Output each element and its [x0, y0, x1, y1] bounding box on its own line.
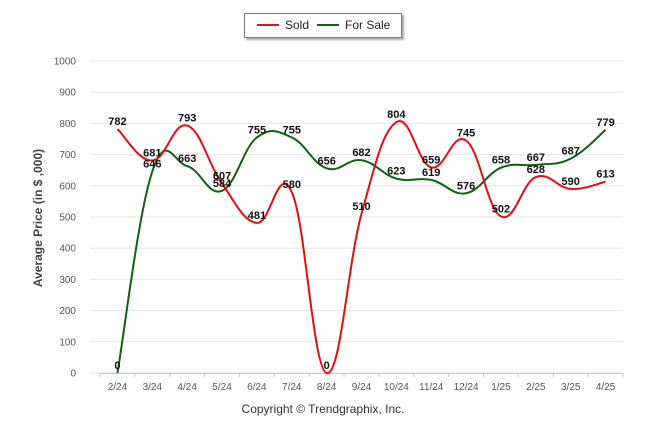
data-label-for-sale: 646: [143, 158, 161, 170]
data-label-for-sale: 576: [457, 180, 475, 192]
legend: Sold For Sale: [244, 13, 402, 38]
data-label-sold: 502: [492, 203, 510, 215]
data-label-sold: 804: [387, 109, 406, 121]
data-label-for-sale: 656: [317, 155, 335, 167]
data-label-for-sale: 682: [352, 147, 370, 159]
x-tick-label: 2/25: [526, 382, 546, 393]
y-tick-label: 100: [59, 337, 76, 348]
copyright-text: Copyright © Trendgraphix, Inc.: [241, 402, 405, 416]
legend-item-for-sale[interactable]: For Sale: [317, 18, 390, 32]
series-line-for-sale: [116, 129, 607, 374]
x-tick-label: 12/24: [454, 382, 479, 393]
y-axis-ticks: 0 100 200 300 400 500 600 700 800 900 1000: [54, 57, 77, 380]
data-label-sold: 580: [283, 179, 301, 191]
x-tick-label: 1/25: [491, 382, 511, 393]
x-tick-label: 8/24: [317, 382, 337, 393]
x-tick-label: 5/24: [212, 382, 232, 393]
data-label-sold: 481: [248, 210, 266, 222]
y-tick-label: 500: [59, 213, 76, 224]
data-label-sold: 659: [422, 154, 440, 166]
x-tick-label: 9/24: [352, 382, 372, 393]
data-label-sold: 590: [562, 176, 580, 188]
y-tick-label: 400: [59, 244, 76, 255]
legend-swatch-sold: [257, 23, 279, 26]
y-tick-label: 0: [70, 369, 76, 380]
data-label-for-sale: 779: [596, 117, 614, 129]
x-tick-label: 3/24: [143, 382, 163, 393]
data-label-sold: 745: [457, 128, 475, 140]
x-tick-label: 11/24: [419, 382, 444, 393]
legend-label-for-sale: For Sale: [345, 18, 391, 32]
y-tick-label: 1000: [54, 57, 77, 68]
data-label-for-sale: 687: [562, 146, 580, 158]
data-label-for-sale: 623: [387, 166, 405, 178]
y-tick-label: 200: [59, 306, 76, 317]
data-labels: 782 681 793 607 481 580 0 510 804 659 745 502 628 590…: [108, 109, 614, 372]
data-label-for-sale: 584: [213, 178, 232, 190]
x-tick-label: 6/24: [247, 382, 267, 393]
x-tick-label: 2/24: [108, 382, 128, 393]
y-tick-label: 600: [59, 181, 76, 192]
data-label-for-sale: 0: [114, 360, 120, 372]
legend-swatch-for-sale: [317, 23, 339, 26]
y-tick-label: 900: [59, 88, 76, 99]
data-label-sold: 613: [596, 169, 614, 181]
data-label-for-sale: 619: [422, 167, 440, 179]
data-label-sold: 0: [324, 360, 330, 372]
legend-item-sold[interactable]: Sold: [257, 18, 309, 32]
data-label-sold: 628: [527, 164, 545, 176]
x-tick-label: 3/25: [561, 382, 581, 393]
grid-lines: [90, 60, 623, 374]
legend-label-sold: Sold: [285, 18, 310, 32]
y-tick-label: 700: [59, 150, 76, 161]
data-label-for-sale: 755: [248, 124, 266, 136]
x-tick-label: 7/24: [282, 382, 302, 393]
x-tick-label: 4/24: [177, 382, 197, 393]
data-label-sold: 681: [143, 148, 161, 160]
data-label-sold: 510: [352, 201, 370, 213]
data-label-sold: 607: [213, 171, 231, 183]
x-axis-ticks: 2/24 3/24 4/24 5/24 6/24 7/24 8/24 9/24 10/24 11/…: [99, 373, 624, 393]
data-label-sold: 793: [178, 113, 196, 125]
data-label-for-sale: 658: [492, 155, 510, 167]
data-label-for-sale: 667: [527, 152, 545, 164]
y-tick-label: 800: [59, 119, 76, 130]
data-label-sold: 782: [108, 116, 126, 128]
x-tick-label: 10/24: [384, 382, 409, 393]
series-lines: [116, 120, 607, 374]
y-tick-label: 300: [59, 275, 76, 286]
data-label-for-sale: 755: [283, 124, 301, 136]
y-axis-label: Average Price (in $ ,000): [31, 148, 45, 288]
series-line-sold: [116, 120, 606, 374]
x-tick-label: 4/25: [596, 382, 616, 393]
data-label-for-sale: 663: [178, 153, 196, 165]
